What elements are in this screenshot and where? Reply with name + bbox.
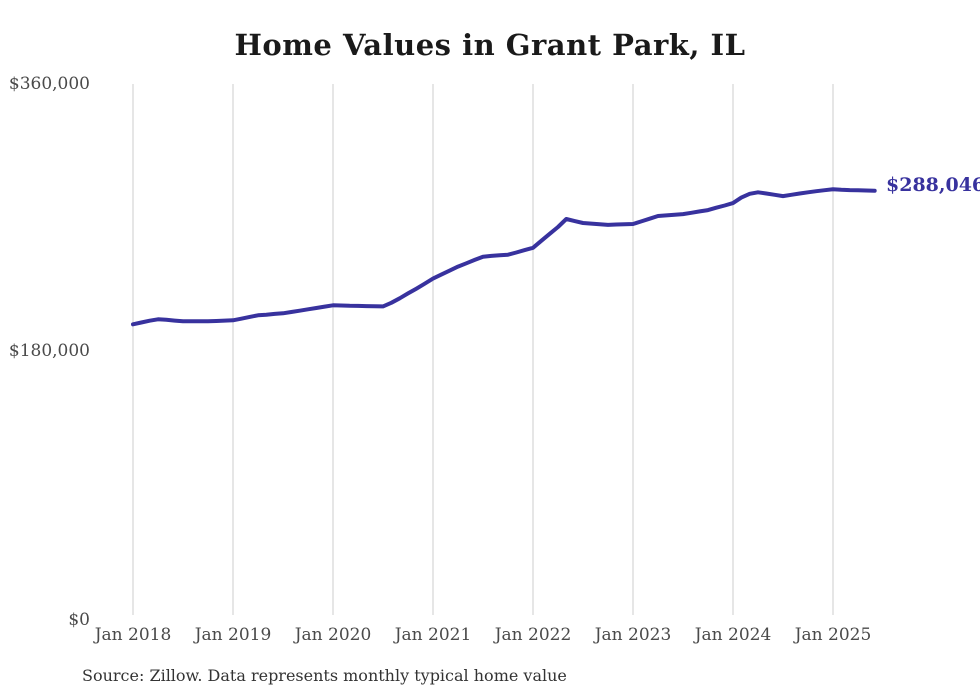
x-axis-tick-jan-2019: Jan 2019 xyxy=(194,625,272,645)
home-value-trend-line xyxy=(131,187,877,327)
x-axis-tick-jan-2020: Jan 2020 xyxy=(294,625,372,645)
x-axis-tick-jan-2018: Jan 2018 xyxy=(94,625,172,645)
source-attribution: Source: Zillow. Data represents monthly … xyxy=(82,666,567,685)
y-axis-tick-180000: $180,000 xyxy=(8,341,90,361)
chart-title: Home Values in Grant Park, IL xyxy=(234,28,746,62)
x-axis-tick-jan-2022: Jan 2022 xyxy=(494,625,572,645)
y-axis-tick-360000: $360,000 xyxy=(8,74,90,94)
x-axis-tick-jan-2023: Jan 2023 xyxy=(594,625,672,645)
x-axis-tick-jan-2021: Jan 2021 xyxy=(394,625,472,645)
vertical-gridlines xyxy=(132,84,834,615)
x-axis-tick-jan-2025: Jan 2025 xyxy=(794,625,872,645)
x-axis-tick-jan-2024: Jan 2024 xyxy=(694,625,772,645)
latest-value-label: $288,046 xyxy=(886,174,980,196)
y-axis-tick-0: $0 xyxy=(68,610,90,630)
